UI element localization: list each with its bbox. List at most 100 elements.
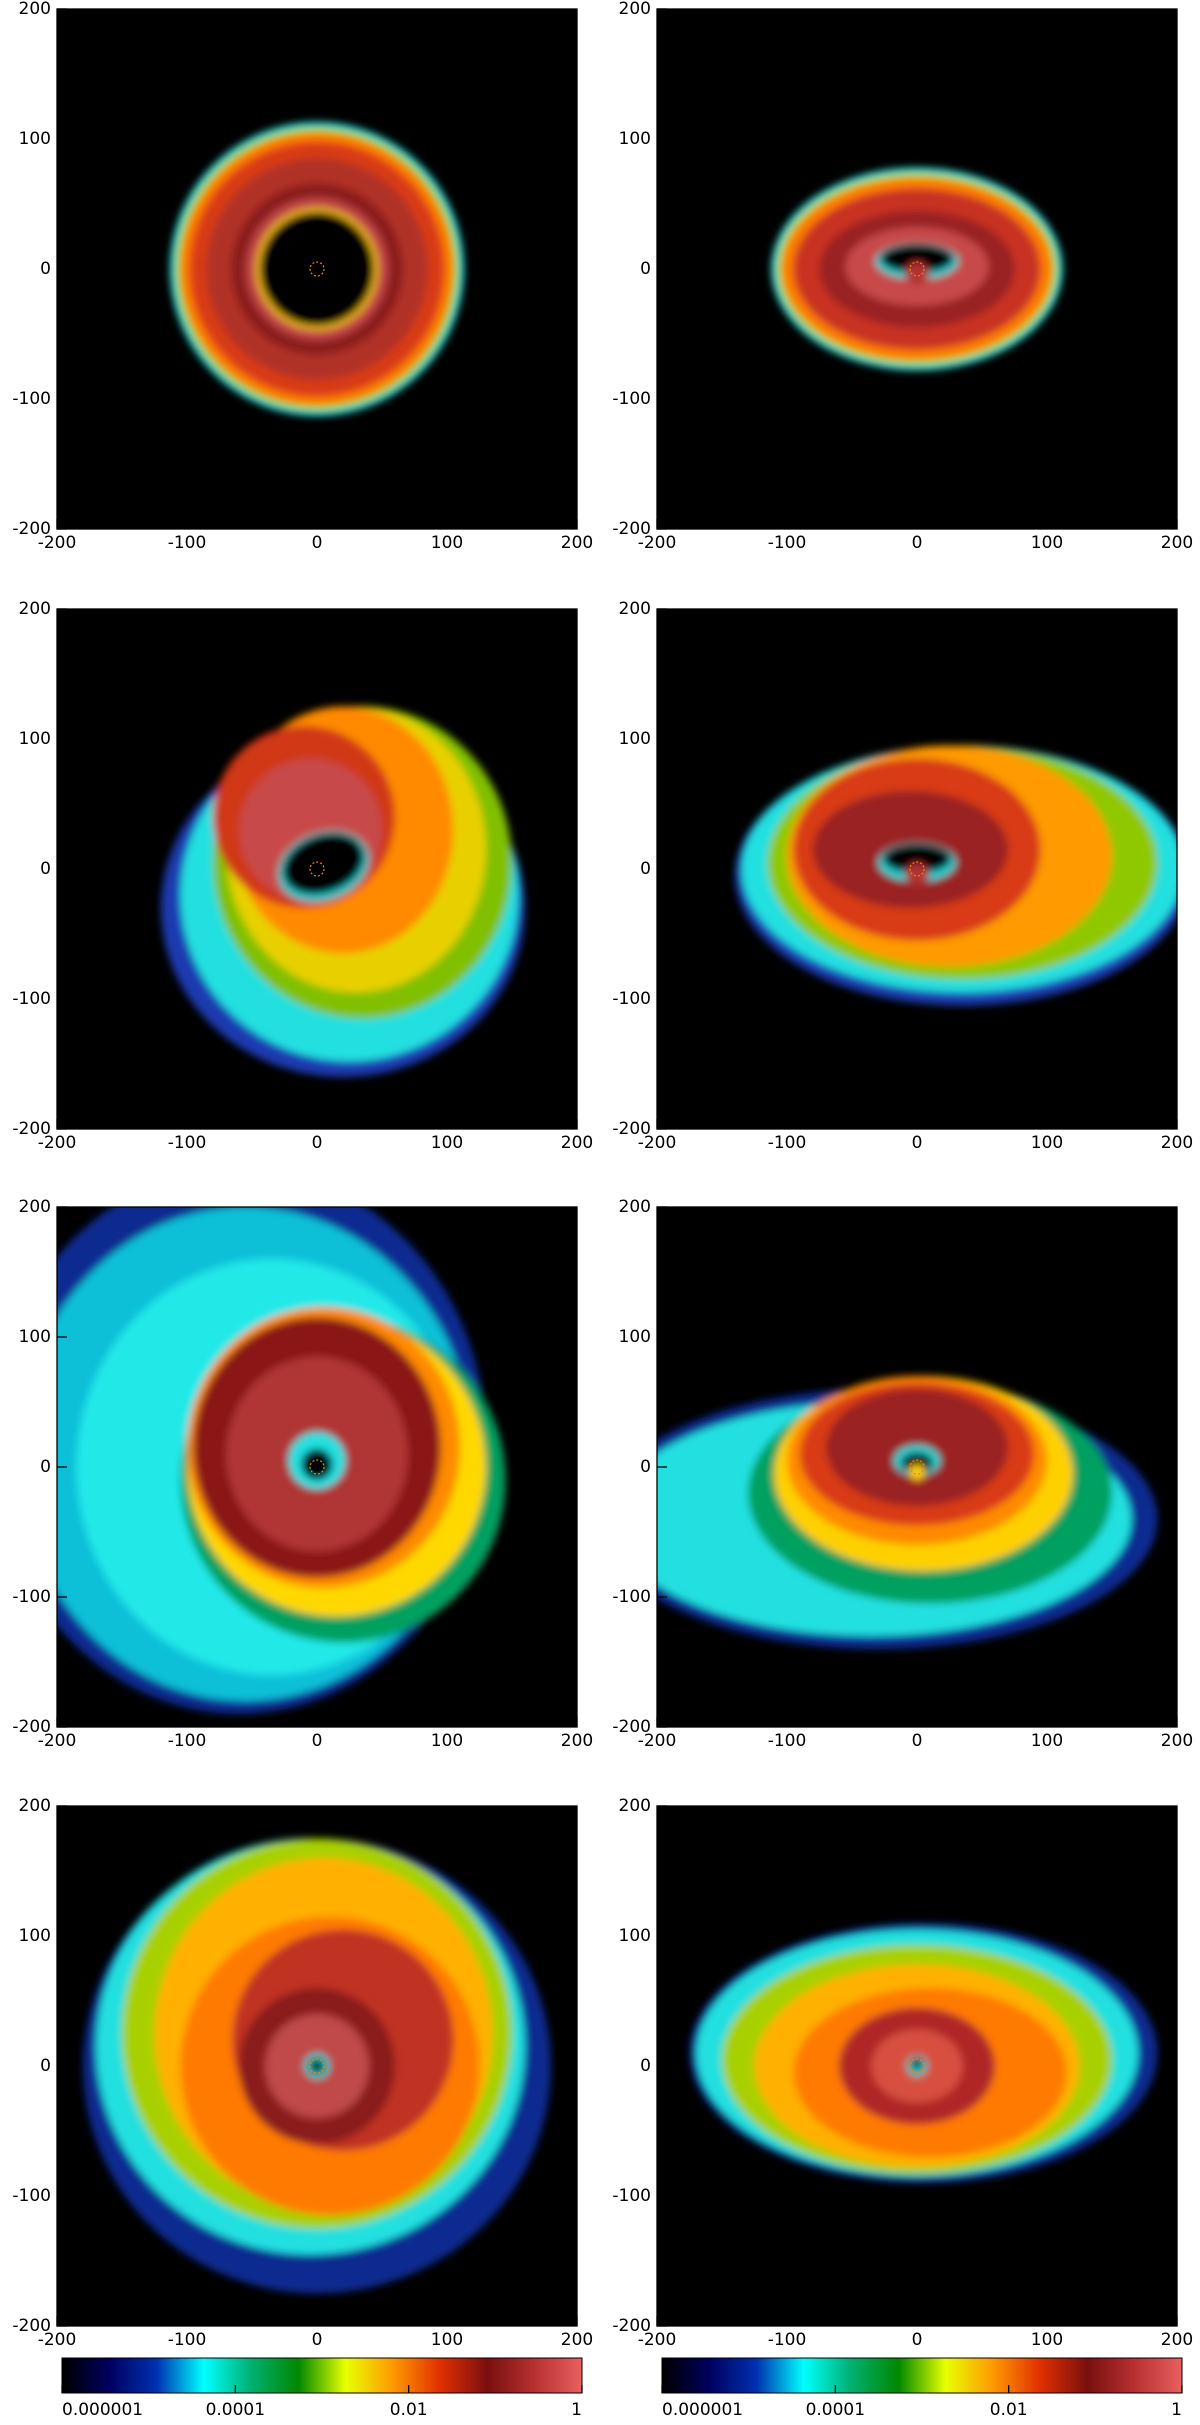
x-tick-label: 0 bbox=[312, 1133, 323, 1153]
x-tick-label: 0 bbox=[312, 1731, 323, 1751]
y-tick-label: 200 bbox=[19, 1796, 51, 1816]
colorbar-tick-label: 0.0001 bbox=[806, 2400, 865, 2420]
y-tick-label: -100 bbox=[612, 1587, 651, 1607]
density-region bbox=[310, 2059, 324, 2073]
y-tick-label: -100 bbox=[612, 389, 651, 409]
y-tick-label: -200 bbox=[612, 1119, 651, 1139]
y-tick-label: -100 bbox=[12, 1587, 51, 1607]
x-tick-label: 200 bbox=[561, 533, 593, 553]
colorbar-tick-label: 1 bbox=[571, 2400, 582, 2420]
panel: -200 -100 0 100 200 -200 -100 0 100 200 bbox=[12, 599, 593, 1153]
y-tick-label: -200 bbox=[612, 2316, 651, 2336]
sink-marker bbox=[309, 1459, 325, 1475]
x-tick-label: -100 bbox=[168, 1731, 207, 1751]
y-tick-label: 100 bbox=[19, 1926, 51, 1946]
simulation-image bbox=[161, 706, 525, 1077]
x-tick-label: -200 bbox=[638, 2330, 677, 2350]
x-tick-label: 200 bbox=[1161, 1133, 1193, 1153]
x-tick-label: 100 bbox=[431, 533, 463, 553]
sink-marker bbox=[909, 1459, 925, 1475]
x-tick-label: -200 bbox=[38, 533, 77, 553]
y-tick-label: 0 bbox=[640, 859, 651, 879]
y-tick-label: 0 bbox=[40, 2056, 51, 2076]
y-tick-label: 200 bbox=[19, 599, 51, 619]
x-tick-label: 200 bbox=[561, 2330, 593, 2350]
panel: -200 -100 0 100 200 -200 -100 0 100 200 0.000001 0.… bbox=[612, 1796, 1193, 2420]
sink-marker bbox=[309, 861, 325, 877]
x-tick-label: 100 bbox=[1031, 533, 1063, 553]
x-tick-label: -200 bbox=[638, 1731, 677, 1751]
simulation-image bbox=[735, 745, 1177, 1006]
y-tick-label: -200 bbox=[12, 1717, 51, 1737]
x-tick-label: 200 bbox=[1161, 533, 1193, 553]
x-tick-label: -100 bbox=[768, 1731, 807, 1751]
x-tick-label: 200 bbox=[561, 1133, 593, 1153]
simulation-image bbox=[83, 1838, 551, 2294]
y-tick-label: 100 bbox=[19, 1327, 51, 1347]
y-tick-label: 100 bbox=[619, 129, 651, 149]
x-tick-label: 200 bbox=[1161, 2330, 1193, 2350]
x-tick-label: 100 bbox=[1031, 1133, 1063, 1153]
colorbar-tick-label: 0.000001 bbox=[62, 2400, 143, 2420]
colorbar-tick-label: 0.000001 bbox=[662, 2400, 743, 2420]
x-tick-label: 0 bbox=[312, 2330, 323, 2350]
colorbar bbox=[661, 2357, 1183, 2394]
y-tick-label: 0 bbox=[40, 1457, 51, 1477]
x-tick-label: -100 bbox=[168, 2330, 207, 2350]
x-tick-label: -100 bbox=[168, 533, 207, 553]
y-tick-label: -100 bbox=[612, 2186, 651, 2206]
y-tick-label: -200 bbox=[612, 1717, 651, 1737]
y-tick-label: -100 bbox=[12, 2186, 51, 2206]
colorbar-tick-label: 1 bbox=[1171, 2400, 1182, 2420]
colorbar-tick-label: 0.01 bbox=[390, 2400, 428, 2420]
density-region bbox=[301, 1448, 333, 1480]
x-tick-label: 100 bbox=[1031, 2330, 1063, 2350]
simulation-image bbox=[689, 1923, 1158, 2183]
x-tick-label: -200 bbox=[638, 533, 677, 553]
density-region bbox=[880, 244, 954, 273]
y-tick-label: 200 bbox=[19, 0, 51, 19]
colorbar-tick-label: 0.01 bbox=[990, 2400, 1028, 2420]
y-tick-label: 0 bbox=[640, 1457, 651, 1477]
y-tick-label: 0 bbox=[640, 2056, 651, 2076]
panel: -200 -100 0 100 200 -200 -100 0 100 200 bbox=[612, 1197, 1193, 1751]
density-region bbox=[905, 261, 929, 285]
x-tick-label: 200 bbox=[561, 1731, 593, 1751]
x-tick-label: 200 bbox=[1161, 1731, 1193, 1751]
simulation-image bbox=[170, 122, 464, 416]
simulation-image bbox=[57, 1207, 506, 1714]
y-tick-label: -100 bbox=[12, 389, 51, 409]
panel: -200 -100 0 100 200 -200 -100 0 100 200 bbox=[612, 599, 1193, 1153]
colorbar bbox=[61, 2357, 583, 2394]
x-tick-label: 100 bbox=[431, 1731, 463, 1751]
panel: -200 -100 0 100 200 -200 -100 0 100 200 bbox=[12, 0, 593, 553]
sink-marker bbox=[309, 261, 325, 277]
panel: -200 -100 0 100 200 -200 -100 0 100 200 0.000001 0.… bbox=[12, 1796, 593, 2420]
y-tick-label: 0 bbox=[40, 259, 51, 279]
sink-marker bbox=[909, 261, 925, 277]
y-tick-label: 0 bbox=[640, 259, 651, 279]
x-tick-label: 100 bbox=[1031, 1731, 1063, 1751]
x-tick-label: -200 bbox=[638, 1133, 677, 1153]
x-tick-label: -100 bbox=[768, 2330, 807, 2350]
y-tick-label: 200 bbox=[619, 1796, 651, 1816]
x-tick-label: 100 bbox=[431, 2330, 463, 2350]
x-tick-label: 0 bbox=[912, 1731, 923, 1751]
density-region bbox=[259, 211, 375, 327]
y-tick-label: 100 bbox=[619, 1327, 651, 1347]
y-tick-label: -100 bbox=[612, 989, 651, 1009]
x-tick-label: -200 bbox=[38, 1133, 77, 1153]
x-tick-label: 0 bbox=[912, 533, 923, 553]
y-tick-label: 0 bbox=[40, 859, 51, 879]
y-tick-label: 200 bbox=[619, 599, 651, 619]
x-tick-label: 0 bbox=[312, 533, 323, 553]
x-tick-label: 100 bbox=[431, 1133, 463, 1153]
sink-marker bbox=[309, 2058, 325, 2074]
density-region bbox=[905, 862, 929, 886]
x-tick-label: -200 bbox=[38, 2330, 77, 2350]
x-tick-label: 0 bbox=[912, 2330, 923, 2350]
density-region bbox=[901, 1452, 933, 1474]
y-tick-label: -200 bbox=[12, 519, 51, 539]
